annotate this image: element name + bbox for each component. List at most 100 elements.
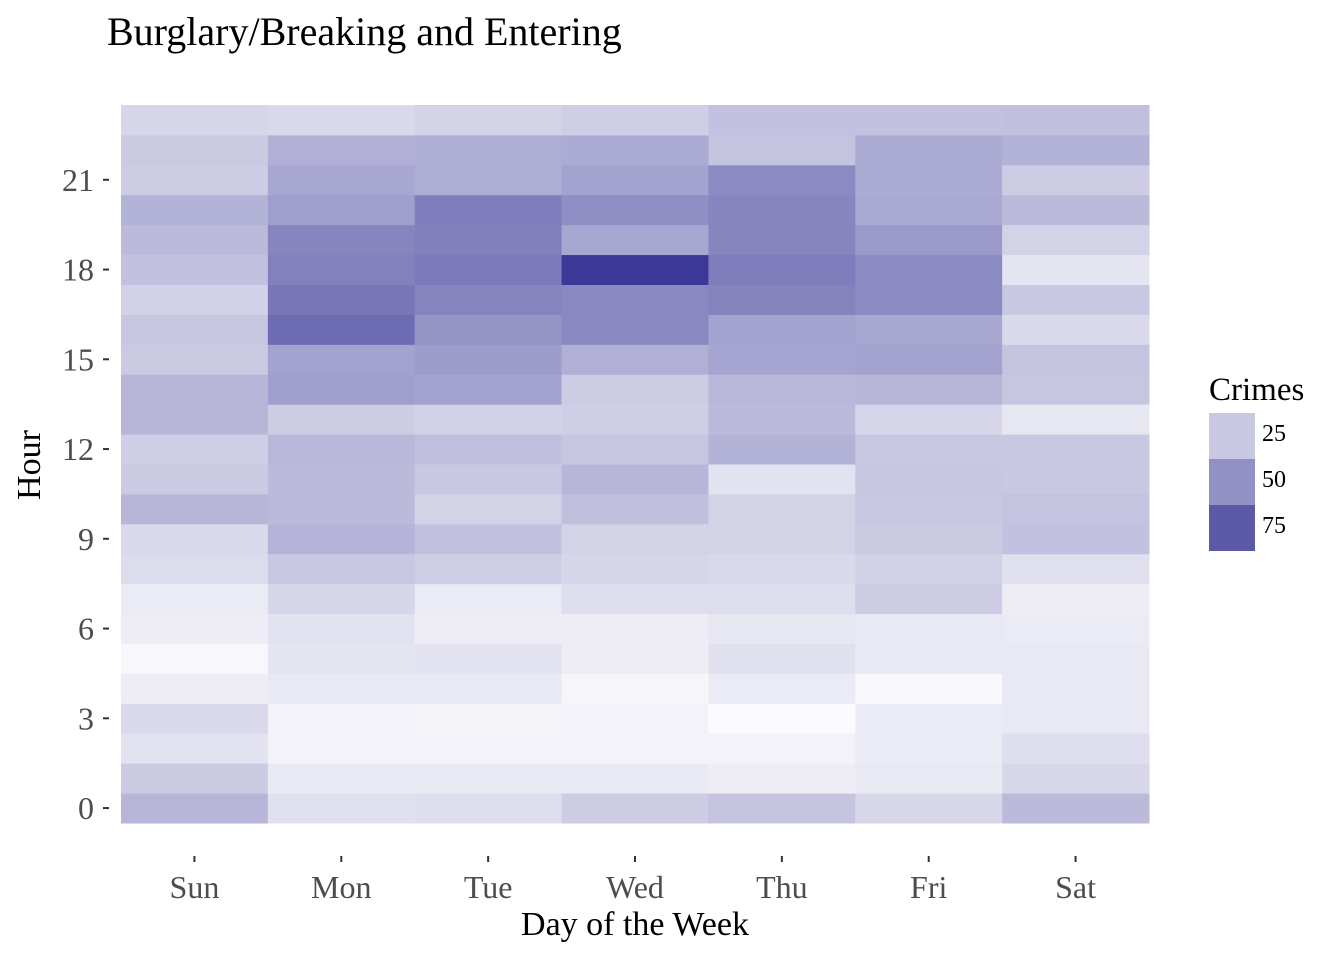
heatmap-cell — [1002, 613, 1150, 644]
heatmap-cell — [121, 374, 269, 405]
heatmap-cell — [414, 374, 563, 405]
heatmap-cell — [267, 254, 416, 285]
heatmap-cell — [1002, 134, 1150, 166]
heatmap-cell — [1002, 314, 1150, 345]
heatmap-cell — [414, 673, 563, 704]
heatmap-cell — [121, 344, 269, 375]
y-tick-label: 12 — [62, 431, 94, 467]
x-tick-label: Tue — [464, 869, 513, 905]
legend-swatch — [1209, 413, 1255, 459]
heatmap-cell — [267, 583, 416, 615]
heatmap-cell — [708, 464, 856, 495]
heatmap-cell — [708, 194, 856, 226]
heatmap-cell — [561, 493, 709, 525]
heatmap-cell — [855, 763, 1003, 794]
heatmap-cell — [414, 583, 563, 615]
heatmap-cell — [708, 344, 856, 375]
heatmap-cell — [708, 105, 856, 136]
heatmap-cell — [855, 673, 1003, 704]
heatmap-cell — [267, 613, 416, 644]
heatmap-cell — [267, 224, 416, 256]
heatmap-cell — [708, 134, 856, 166]
heatmap-cell — [414, 105, 563, 136]
heatmap-cell — [267, 643, 416, 674]
heatmap-cell — [1002, 404, 1150, 435]
heatmap-cell — [121, 703, 269, 734]
heatmap-cell — [855, 254, 1003, 285]
heatmap-cell — [855, 404, 1003, 435]
heatmap-cell — [1002, 105, 1150, 136]
heatmap-cell — [561, 793, 709, 824]
heatmap-cell — [121, 224, 269, 256]
heatmap-cell — [708, 434, 856, 465]
heatmap-cell — [414, 553, 563, 585]
heatmap-cell — [1002, 194, 1150, 226]
heatmap-cell — [855, 464, 1003, 495]
heatmap-cell — [267, 344, 416, 375]
legend-label: 50 — [1262, 467, 1286, 493]
heatmap-cell — [267, 553, 416, 585]
heatmap-cell — [267, 164, 416, 196]
heatmap-cell — [561, 733, 709, 764]
heatmap-cell — [708, 164, 856, 196]
legend-swatch — [1209, 459, 1255, 505]
x-tick-label: Sat — [1055, 869, 1096, 905]
heatmap-cell — [708, 224, 856, 256]
heatmap-cell — [855, 493, 1003, 525]
heatmap-cell — [708, 404, 856, 435]
heatmap-cell — [708, 583, 856, 615]
heatmap-cell — [561, 374, 709, 405]
heatmap-cell — [1002, 344, 1150, 375]
y-tick-label: 21 — [62, 162, 94, 198]
heatmap-cell — [1002, 224, 1150, 256]
heatmap-cell — [414, 613, 563, 644]
heatmap-cell — [121, 733, 269, 764]
heatmap-cell — [855, 164, 1003, 196]
x-tick-label: Thu — [756, 869, 808, 905]
heatmap-cell — [561, 284, 709, 315]
heatmap-cell — [414, 703, 563, 734]
heatmap-cell — [414, 793, 563, 824]
heatmap-cell — [855, 613, 1003, 644]
heatmap-cell — [414, 194, 563, 226]
heatmap-cell — [1002, 553, 1150, 585]
heatmap-cell — [267, 733, 416, 764]
heatmap-cell — [561, 583, 709, 615]
heatmap-cell — [121, 464, 269, 495]
heatmap-cell — [561, 105, 709, 136]
heatmap-cell — [414, 434, 563, 465]
y-tick-label: 0 — [78, 790, 94, 826]
heatmap-cell — [561, 404, 709, 435]
heatmap-cell — [267, 673, 416, 704]
x-axis-title: Day of the Week — [521, 906, 749, 943]
heatmap-cell — [855, 134, 1003, 166]
heatmap-cell — [1002, 464, 1150, 495]
heatmap-cell — [414, 164, 563, 196]
heatmap-cell — [561, 164, 709, 196]
heatmap-cell — [855, 553, 1003, 585]
heatmap-cell — [414, 523, 563, 555]
heatmap-cell — [267, 434, 416, 465]
x-tick-label: Mon — [311, 869, 371, 905]
legend-swatch — [1209, 505, 1255, 551]
heatmap-cell — [855, 733, 1003, 764]
heatmap-cell — [561, 703, 709, 734]
heatmap-cell — [708, 553, 856, 585]
heatmap-cell — [1002, 284, 1150, 315]
heatmap-cell — [267, 703, 416, 734]
heatmap-cell — [855, 105, 1003, 136]
heatmap-cell — [708, 613, 856, 644]
legend-label: 25 — [1262, 421, 1286, 447]
heatmap-cell — [855, 583, 1003, 615]
heatmap-cell — [708, 254, 856, 285]
heatmap-cell — [855, 434, 1003, 465]
heatmap-cell — [414, 404, 563, 435]
legend-title: Crimes — [1209, 372, 1305, 408]
heatmap-cell — [855, 314, 1003, 345]
heatmap-cell — [1002, 673, 1150, 704]
heatmap-cell — [414, 284, 563, 315]
heatmap-cell — [267, 793, 416, 824]
y-tick-label: 18 — [62, 252, 94, 288]
heatmap-cell — [267, 493, 416, 525]
